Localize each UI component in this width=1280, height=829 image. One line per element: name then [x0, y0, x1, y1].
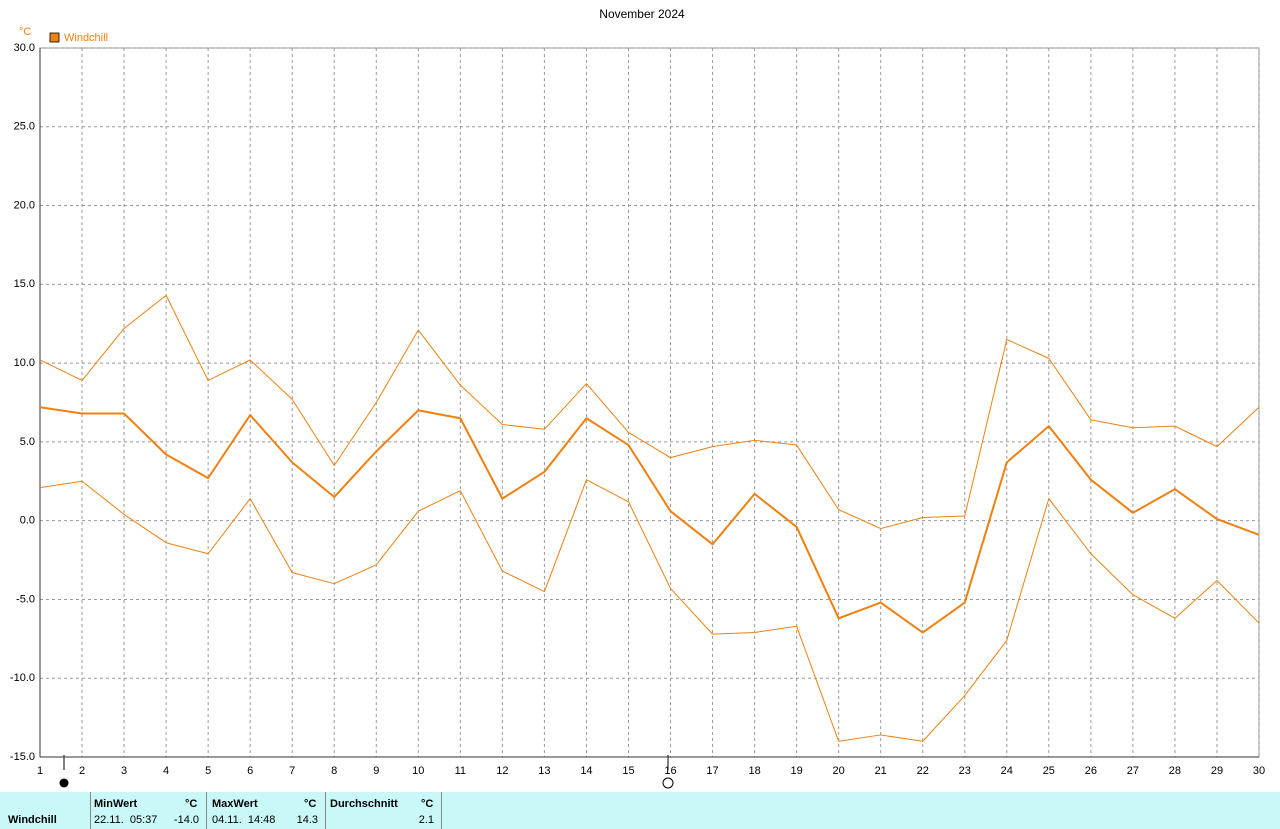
x-tick-label: 6 [247, 765, 253, 777]
col-time: 04.11. 14:48 [212, 814, 276, 826]
x-tick-label: 12 [496, 765, 508, 777]
y-tick-label: -5.0 [16, 593, 35, 605]
new-moon [59, 778, 69, 788]
x-tick-label: 1 [37, 765, 43, 777]
x-tick-label: 3 [121, 765, 127, 777]
col-value: 14.3 [296, 814, 318, 826]
x-tick-label: 23 [959, 765, 971, 777]
summary-panel: Windchill MinWert °C 22.11. 05:37 -14.0 … [0, 792, 1280, 829]
x-tick-label: 27 [1127, 765, 1139, 777]
x-tick-label: 24 [1001, 765, 1013, 777]
x-tick-label: 14 [580, 765, 592, 777]
series-line [39, 406, 1260, 634]
y-tick-label: -10.0 [10, 672, 35, 684]
x-tick-label: 22 [917, 765, 929, 777]
x-tick-label: 18 [748, 765, 760, 777]
x-tick-label: 4 [163, 765, 169, 777]
x-tick-label: 17 [706, 765, 718, 777]
x-tick-label: 29 [1211, 765, 1223, 777]
series-line [39, 294, 1260, 530]
y-tick-label: 20.0 [14, 199, 35, 211]
col-header: MinWert [94, 798, 138, 810]
x-tick-label: 15 [622, 765, 634, 777]
y-tick-label: 30.0 [14, 42, 35, 54]
col-time: 22.11. 05:37 [94, 814, 158, 826]
x-tick-label: 21 [875, 765, 887, 777]
legend-label: Windchill [64, 32, 108, 44]
series-line [39, 479, 1260, 742]
col-unit: °C [304, 798, 317, 810]
y-tick-label: 5.0 [20, 436, 35, 448]
col-unit: °C [421, 798, 434, 810]
x-tick-label: 7 [289, 765, 295, 777]
x-tick-label: 11 [455, 765, 466, 777]
col-unit: °C [185, 798, 198, 810]
x-tick-label: 28 [1169, 765, 1181, 777]
x-tick-label: 19 [790, 765, 802, 777]
x-tick-label: 25 [1043, 765, 1055, 777]
x-tick-label: 30 [1253, 765, 1265, 777]
col-header: Durchschnitt [330, 798, 398, 810]
y-tick-label: 10.0 [14, 357, 35, 369]
col-value: -14.0 [173, 814, 199, 826]
col-value: 2.1 [418, 814, 434, 826]
plot-frame [39, 47, 1260, 758]
x-tick-label: 16 [664, 765, 676, 777]
divider [441, 792, 442, 829]
summary-label: Windchill [8, 814, 57, 826]
y-tick-label: 25.0 [14, 121, 35, 133]
x-tick-label: 5 [205, 765, 211, 777]
x-tick-label: 8 [331, 765, 337, 777]
y-tick-label: -15.0 [10, 751, 35, 763]
y-tick-label: 0.0 [20, 515, 35, 527]
x-tick-label: 9 [373, 765, 379, 777]
full-moon [662, 777, 674, 789]
legend-swatch [49, 32, 60, 43]
x-tick-label: 13 [538, 765, 550, 777]
col-header: MaxWert [212, 798, 258, 810]
divider [90, 792, 91, 829]
chart: November 2024 °C 30.025.020.015.010.05.0… [10, 7, 1265, 789]
y-tick-label: 15.0 [14, 278, 35, 290]
x-tick-label: 2 [79, 765, 85, 777]
chart-title: November 2024 [599, 7, 685, 21]
divider [325, 792, 326, 829]
x-tick-label: 10 [412, 765, 424, 777]
x-tick-label: 20 [833, 765, 845, 777]
y-unit: °C [19, 26, 31, 38]
x-tick-label: 26 [1085, 765, 1097, 777]
divider [206, 792, 207, 829]
